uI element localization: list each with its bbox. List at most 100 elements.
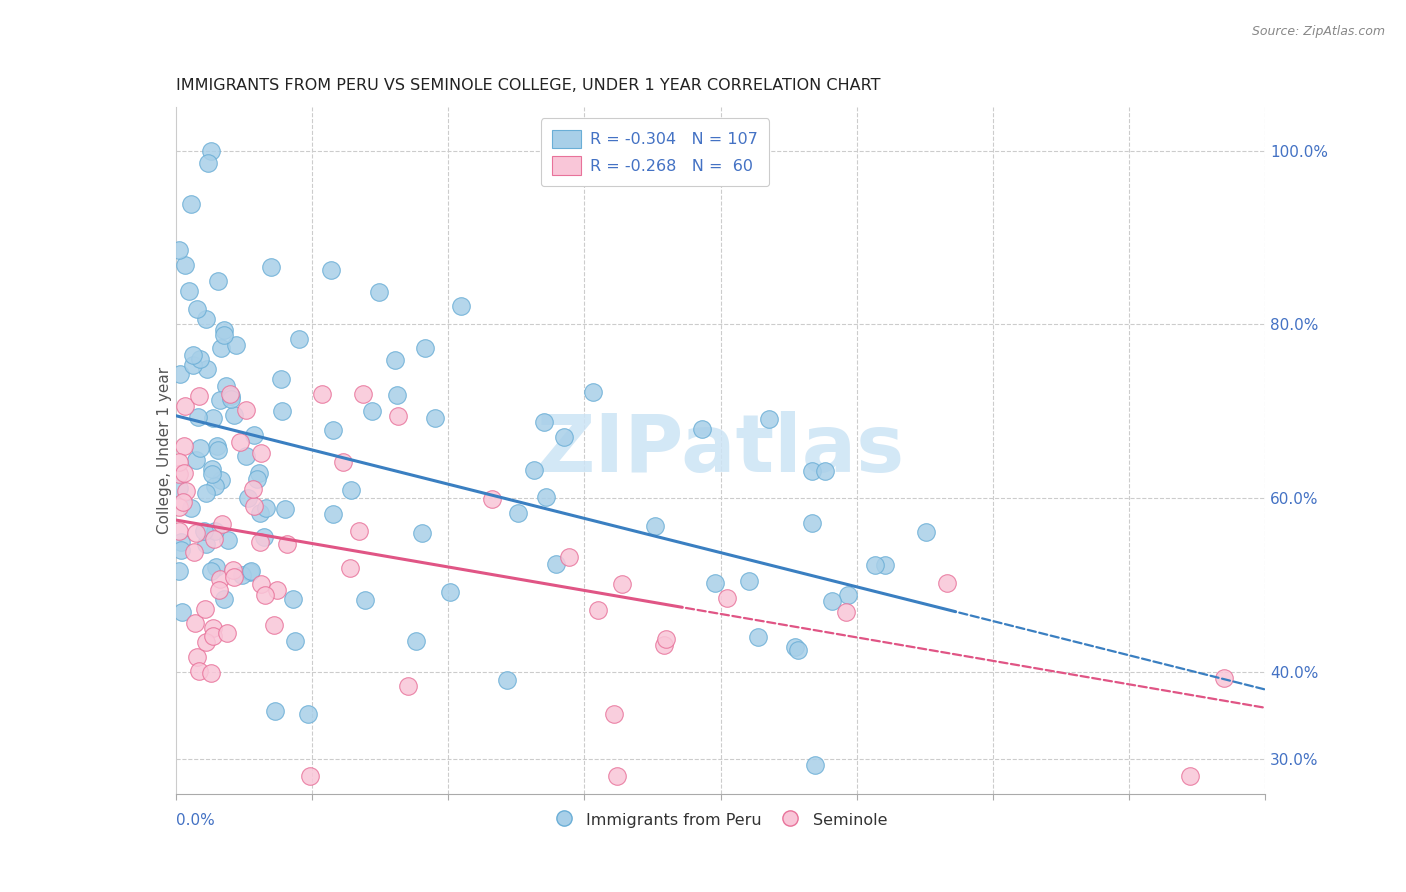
Point: [352, 387, 374, 401]
Point: [169, 467, 191, 482]
Point: [274, 502, 297, 516]
Point: [347, 524, 370, 539]
Point: [195, 485, 218, 500]
Point: [200, 665, 222, 680]
Point: [188, 351, 211, 366]
Point: [253, 530, 276, 544]
Point: [915, 525, 938, 540]
Point: [205, 439, 228, 453]
Point: [205, 560, 228, 574]
Point: [215, 625, 238, 640]
Point: [202, 532, 225, 546]
Point: [288, 332, 311, 346]
Legend: Immigrants from Peru, Seminole: Immigrants from Peru, Seminole: [547, 805, 894, 834]
Point: [235, 449, 257, 463]
Point: [219, 392, 242, 406]
Point: [411, 526, 433, 541]
Point: [181, 358, 204, 372]
Point: [322, 423, 344, 437]
Point: [181, 348, 204, 362]
Point: [169, 543, 191, 558]
Point: [322, 507, 344, 521]
Point: [360, 403, 382, 417]
Point: [188, 389, 211, 403]
Point: [804, 757, 827, 772]
Point: [209, 342, 232, 356]
Point: [200, 564, 222, 578]
Point: [747, 631, 769, 645]
Point: [387, 409, 409, 423]
Point: [169, 500, 191, 514]
Point: [266, 582, 288, 597]
Point: [173, 439, 195, 453]
Point: [172, 606, 194, 620]
Point: [354, 592, 377, 607]
Point: [187, 410, 209, 425]
Point: [204, 524, 226, 539]
Point: [758, 412, 780, 426]
Point: [496, 673, 519, 687]
Point: [193, 524, 215, 539]
Point: [169, 455, 191, 469]
Point: [405, 634, 427, 648]
Point: [180, 196, 202, 211]
Point: [253, 588, 276, 602]
Point: [311, 387, 333, 401]
Point: [553, 430, 575, 444]
Point: [183, 545, 205, 559]
Point: [534, 491, 557, 505]
Point: [821, 593, 844, 607]
Point: [186, 301, 208, 316]
Point: [704, 575, 727, 590]
Point: [201, 462, 224, 476]
Point: [177, 284, 200, 298]
Point: [385, 388, 408, 402]
Point: [169, 564, 191, 578]
Point: [413, 341, 436, 355]
Point: [174, 258, 197, 272]
Point: [194, 311, 217, 326]
Point: [1178, 770, 1201, 784]
Point: [173, 466, 195, 480]
Point: [195, 634, 218, 648]
Text: 0.0%: 0.0%: [176, 813, 215, 828]
Point: [200, 144, 222, 158]
Point: [738, 574, 761, 588]
Point: [297, 706, 319, 721]
Point: [169, 244, 191, 258]
Point: [814, 464, 837, 478]
Point: [533, 415, 555, 429]
Text: IMMIGRANTS FROM PERU VS SEMINOLE COLLEGE, UNDER 1 YEAR CORRELATION CHART: IMMIGRANTS FROM PERU VS SEMINOLE COLLEGE…: [176, 78, 880, 94]
Point: [187, 664, 209, 678]
Point: [423, 411, 446, 425]
Point: [801, 516, 824, 530]
Point: [801, 464, 824, 478]
Point: [194, 602, 217, 616]
Point: [481, 491, 503, 506]
Point: [209, 473, 232, 487]
Point: [225, 338, 247, 352]
Point: [219, 387, 242, 401]
Point: [242, 428, 264, 442]
Point: [263, 704, 285, 718]
Point: [439, 585, 461, 599]
Point: [208, 392, 231, 407]
Point: [239, 565, 262, 579]
Point: [270, 372, 292, 386]
Point: [239, 565, 262, 579]
Point: [207, 274, 229, 288]
Point: [332, 455, 354, 469]
Point: [339, 483, 361, 497]
Point: [174, 483, 197, 498]
Point: [180, 500, 202, 515]
Point: [865, 558, 887, 572]
Point: [523, 463, 546, 477]
Point: [786, 642, 808, 657]
Point: [873, 558, 896, 572]
Point: [174, 399, 197, 413]
Point: [652, 638, 675, 652]
Point: [209, 572, 232, 586]
Point: [169, 481, 191, 495]
Point: [582, 384, 605, 399]
Point: [201, 629, 224, 643]
